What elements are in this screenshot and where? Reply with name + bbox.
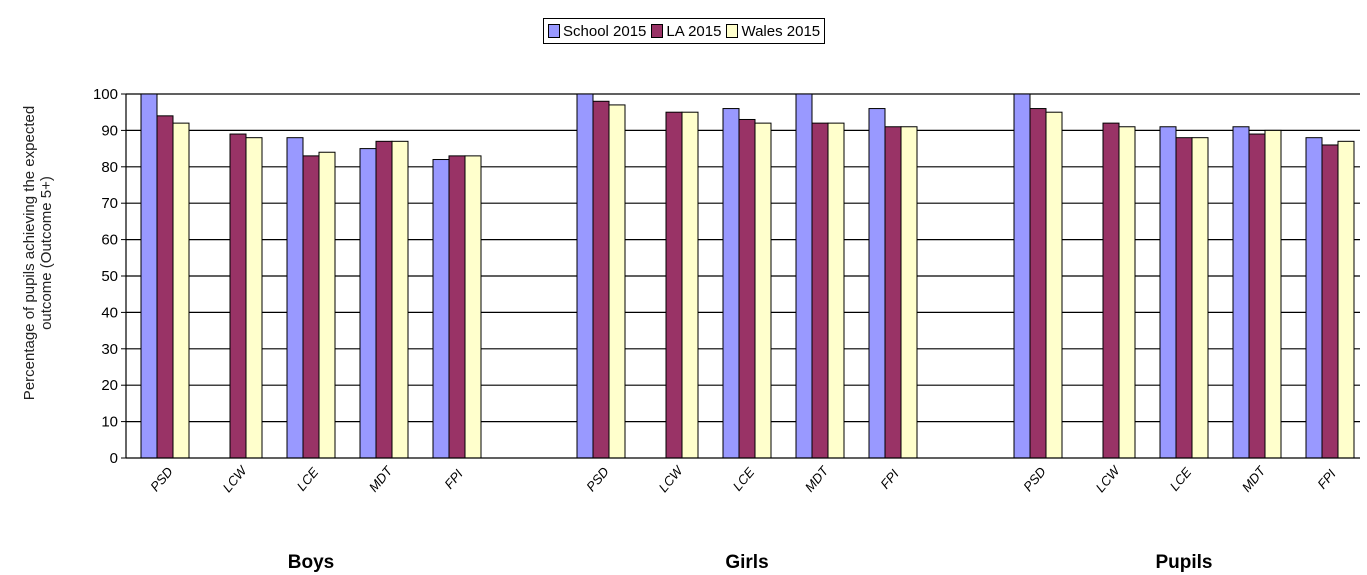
bar (738, 118, 756, 459)
x-tick-label: PSD (1020, 464, 1049, 494)
bar (811, 122, 829, 459)
y-tick-label: 30 (101, 341, 118, 358)
legend-item-school: School 2015 (548, 23, 646, 40)
bar (391, 140, 409, 459)
bar (608, 104, 626, 459)
bar (592, 100, 610, 459)
bar (1321, 144, 1339, 459)
x-tick-label: MDT (1239, 463, 1269, 495)
bar (1175, 137, 1193, 459)
bar (1305, 137, 1323, 459)
bar (1045, 111, 1063, 459)
legend-swatch-la (651, 24, 664, 38)
x-tick-label: LCW (1093, 462, 1124, 495)
bar (359, 148, 377, 459)
bar (1264, 129, 1282, 459)
y-tick-label: 0 (110, 450, 118, 467)
x-tick-label: LCE (294, 464, 322, 493)
bar (464, 155, 482, 459)
y-tick-label: 90 (101, 122, 118, 139)
x-tick-label: LCE (1167, 464, 1195, 493)
y-tick-label: 70 (101, 195, 118, 212)
bar (1102, 122, 1120, 459)
bar (681, 111, 699, 459)
y-tick-label: 10 (101, 414, 118, 431)
y-tick-label: 40 (101, 304, 118, 321)
bar (375, 140, 393, 459)
bar (302, 155, 320, 459)
bar (229, 133, 247, 459)
x-tick-label: FPI (1314, 466, 1339, 491)
legend-label-school: School 2015 (563, 22, 647, 40)
bar (432, 159, 450, 459)
bar (665, 111, 683, 459)
bar (1191, 137, 1209, 459)
group-label: Girls (725, 552, 768, 573)
y-tick-label: 50 (101, 268, 118, 285)
bar (900, 126, 918, 459)
bar (1029, 108, 1047, 459)
bar (754, 122, 772, 459)
x-tick-label: LCE (730, 464, 758, 493)
bar (1013, 93, 1031, 459)
bar (868, 108, 886, 459)
y-tick-label: 80 (101, 159, 118, 176)
bar (1118, 126, 1136, 459)
group-label: Boys (288, 552, 334, 573)
x-tick-label: LCW (220, 462, 251, 495)
bar (884, 126, 902, 459)
group-label: Pupils (1155, 552, 1212, 573)
bar (172, 122, 190, 459)
legend-label-wales: Wales 2015 (741, 22, 821, 40)
y-tick-label: 100 (93, 86, 118, 103)
legend-label-la: LA 2015 (666, 22, 722, 40)
bar (722, 108, 740, 459)
bar (1248, 133, 1266, 459)
bar (1232, 126, 1250, 459)
y-tick-label: 60 (101, 232, 118, 249)
bar (827, 122, 845, 459)
x-tick-label: PSD (147, 464, 176, 494)
legend: School 2015 LA 2015 Wales 2015 (543, 18, 826, 44)
bar (245, 137, 263, 459)
x-tick-label: MDT (366, 463, 396, 495)
x-tick-label: PSD (583, 464, 612, 494)
bar (576, 93, 594, 459)
bar (795, 93, 813, 459)
legend-swatch-wales (726, 24, 739, 38)
x-tick-label: FPI (441, 466, 466, 491)
x-tick-label: MDT (802, 463, 832, 495)
bar (1159, 126, 1177, 459)
legend-item-wales: Wales 2015 (726, 23, 820, 40)
x-tick-label: FPI (877, 466, 902, 491)
bar (140, 93, 158, 459)
bar (156, 115, 174, 459)
x-tick-label: LCW (656, 462, 687, 495)
bar (286, 137, 304, 459)
bar (318, 151, 336, 459)
bar (448, 155, 466, 459)
legend-item-la: LA 2015 (651, 23, 721, 40)
bar (1337, 140, 1355, 459)
y-tick-label: 20 (101, 377, 118, 394)
legend-swatch-school (548, 24, 560, 38)
